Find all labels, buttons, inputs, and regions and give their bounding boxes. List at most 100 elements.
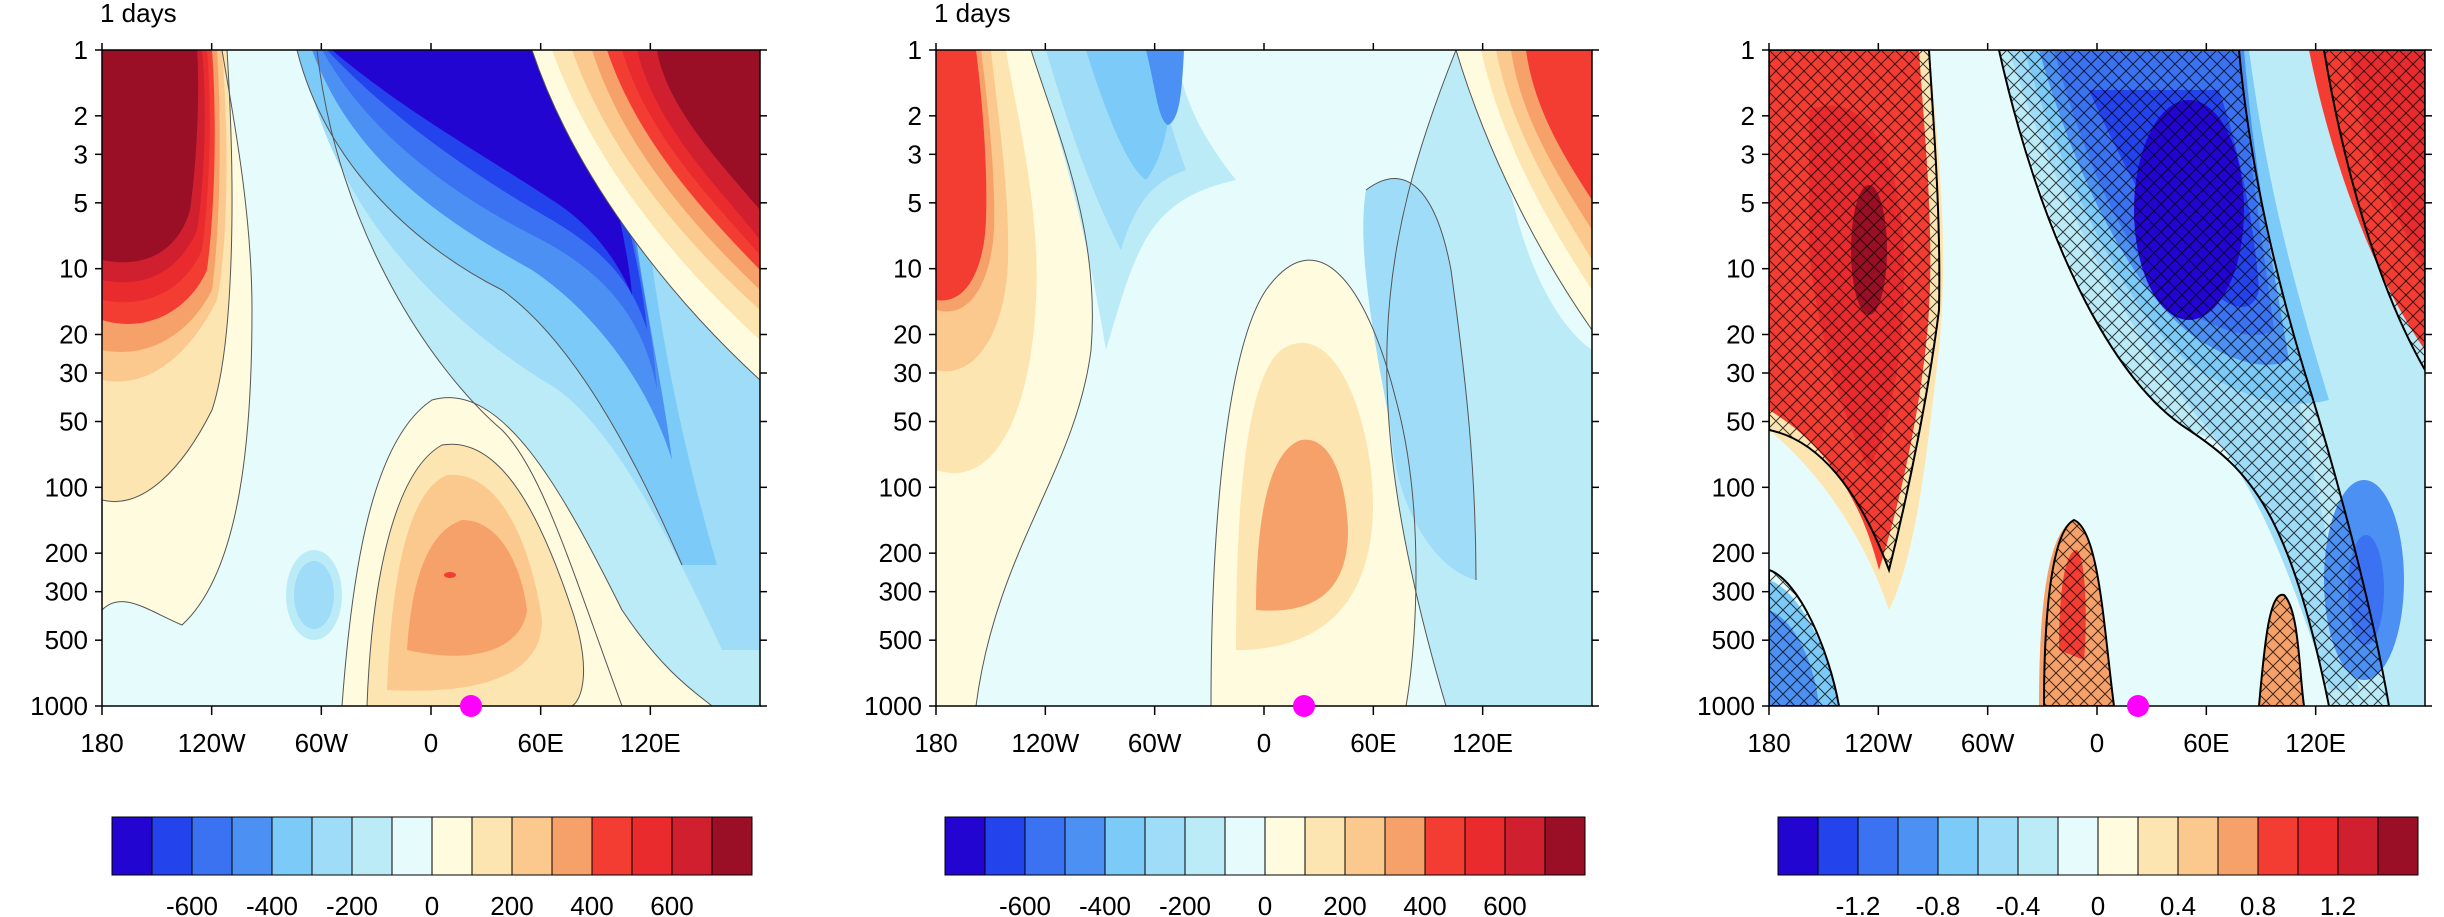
colorbar-2-label: 0 — [1258, 891, 1272, 917]
panel-2-y-axis: 1 2 3 5 10 20 30 50 100 200 300 500 1000 — [864, 35, 1599, 721]
colorbar-1-cell — [711, 816, 753, 876]
colorbar-1-label: 0 — [425, 891, 439, 917]
colorbar-2-label: -400 — [1079, 891, 1131, 917]
panel-3-y-tick-label: 20 — [1726, 319, 1755, 349]
colorbar-1-cell — [271, 816, 313, 876]
panel-2-y-tick-label: 2 — [908, 101, 922, 131]
colorbar-2-cell — [1344, 816, 1386, 876]
panel-1-marker — [460, 695, 482, 717]
panel-3: 1 2 3 5 10 20 30 50 100 200 300 500 1000 180 120W 60W 0… — [1697, 35, 2432, 758]
panel-3-x-tick-label: 60E — [2183, 728, 2229, 758]
colorbar-1-cell — [111, 816, 153, 876]
colorbar-3-label: 0.8 — [2240, 891, 2276, 917]
colorbar-1-cell — [671, 816, 713, 876]
colorbar-3-cell — [2097, 816, 2139, 876]
panel-2-field — [936, 50, 1592, 706]
panel-3-x-tick-label: 180 — [1747, 728, 1790, 758]
panel-2-x-axis: 180 120W 60W 0 60E 120E — [914, 43, 1513, 758]
colorbar-1-cell — [351, 816, 393, 876]
colorbar-3-label: 0 — [2091, 891, 2105, 917]
panel-2-x-tick-label: 0 — [1257, 728, 1271, 758]
panel-3-y-tick-label: 500 — [1712, 625, 1755, 655]
panel-3-y-tick-label: 2 — [1741, 101, 1755, 131]
colorbar-3-cell — [2017, 816, 2059, 876]
panel-2-y-tick-label: 10 — [893, 254, 922, 284]
panel-1: 1 days — [30, 0, 767, 758]
colorbar-3-label: 1.2 — [2320, 891, 2356, 917]
colorbar-3-cell — [1817, 816, 1859, 876]
colorbar-3-cell — [2377, 816, 2419, 876]
panel-1-y-tick-label: 20 — [59, 319, 88, 349]
panel-1-y-tick-label: 300 — [45, 577, 88, 607]
colorbar-1-label: -600 — [166, 891, 218, 917]
panel-1-y-tick-label: 2 — [74, 101, 88, 131]
panel-3-y-tick-label: 50 — [1726, 407, 1755, 437]
panel-1-x-tick-label: 180 — [80, 728, 123, 758]
colorbar-2-label: 200 — [1323, 891, 1366, 917]
colorbar-2-label: 600 — [1483, 891, 1526, 917]
panel-1-x-axis: 180 120W 60W 0 60E 120E — [80, 43, 681, 758]
colorbar-3-cell — [1897, 816, 1939, 876]
panel-2-x-tick-label: 60E — [1350, 728, 1396, 758]
colorbar-2-cell — [1504, 816, 1546, 876]
panel-2-y-tick-label: 50 — [893, 407, 922, 437]
colorbar-3-cell — [1977, 816, 2019, 876]
panel-1-y-axis: 1 2 3 5 10 20 30 50 100 200 300 500 1000 — [30, 35, 767, 721]
panel-3-y-tick-label: 300 — [1712, 577, 1755, 607]
colorbar-1-cell — [591, 816, 633, 876]
colorbar-2-label: 400 — [1403, 891, 1446, 917]
panel-2-y-tick-label: 100 — [879, 472, 922, 502]
panel-2-y-tick-label: 20 — [893, 319, 922, 349]
colorbar-1-cell — [431, 816, 473, 876]
colorbar-3-cell — [1937, 816, 1979, 876]
panel-1-y-tick-label: 5 — [74, 188, 88, 218]
panel-1-y-tick-label: 1000 — [30, 691, 88, 721]
panel-1-x-tick-label: 120W — [178, 728, 246, 758]
panel-2-x-tick-label: 180 — [914, 728, 957, 758]
colorbar-1: -600 -400 -200 0 200 400 600 — [111, 816, 753, 917]
panel-1-y-tick-label: 10 — [59, 254, 88, 284]
colorbar-2-cell — [1104, 816, 1146, 876]
colorbar-3-cell — [2337, 816, 2379, 876]
panel-1-y-tick-label: 30 — [59, 358, 88, 388]
colorbar-1-label: 200 — [490, 891, 533, 917]
panel-2-y-tick-label: 300 — [879, 577, 922, 607]
colorbar-2-cell — [1184, 816, 1226, 876]
colorbar-2-cell — [1384, 816, 1426, 876]
panel-1-field — [102, 50, 760, 706]
panel-2-x-tick-label: 120E — [1452, 728, 1513, 758]
colorbar-2-cell — [944, 816, 986, 876]
colorbar-3-cell — [2297, 816, 2339, 876]
colorbar-2-cell — [984, 816, 1026, 876]
panel-2-y-tick-label: 1 — [908, 35, 922, 65]
colorbar-3-label: -1.2 — [1836, 891, 1881, 917]
colorbar-1-cell — [551, 816, 593, 876]
colorbar-3-cell — [1777, 816, 1819, 876]
colorbar-2-label: -200 — [1159, 891, 1211, 917]
panel-1-x-tick-label: 60E — [518, 728, 564, 758]
panel-3-y-tick-label: 200 — [1712, 538, 1755, 568]
colorbar-1-cell — [151, 816, 193, 876]
panel-3-y-tick-label: 30 — [1726, 358, 1755, 388]
colorbar-1-cell — [471, 816, 513, 876]
panel-3-x-tick-label: 120E — [2285, 728, 2346, 758]
panel-2-marker — [1293, 695, 1315, 717]
panel-3-field — [1769, 50, 2425, 706]
panel-2-y-tick-label: 3 — [908, 139, 922, 169]
colorbar-2-cell — [1304, 816, 1346, 876]
panel-3-marker — [2127, 695, 2149, 717]
colorbar-2-cell — [1544, 816, 1586, 876]
colorbar-1-cell — [191, 816, 233, 876]
panel-2-y-tick-label: 30 — [893, 358, 922, 388]
colorbar-2-label: -600 — [999, 891, 1051, 917]
colorbar-2-cell — [1424, 816, 1466, 876]
panel-2-x-tick-label: 120W — [1011, 728, 1079, 758]
panel-1-y-tick-label: 100 — [45, 472, 88, 502]
panel-1-y-tick-label: 200 — [45, 538, 88, 568]
panel-1-x-tick-label: 60W — [295, 728, 349, 758]
colorbar-3-cell — [2257, 816, 2299, 876]
colorbar-2-cell — [1144, 816, 1186, 876]
panel-2-y-tick-label: 1000 — [864, 691, 922, 721]
panel-1-x-tick-label: 0 — [424, 728, 438, 758]
colorbar-2-cell — [1064, 816, 1106, 876]
